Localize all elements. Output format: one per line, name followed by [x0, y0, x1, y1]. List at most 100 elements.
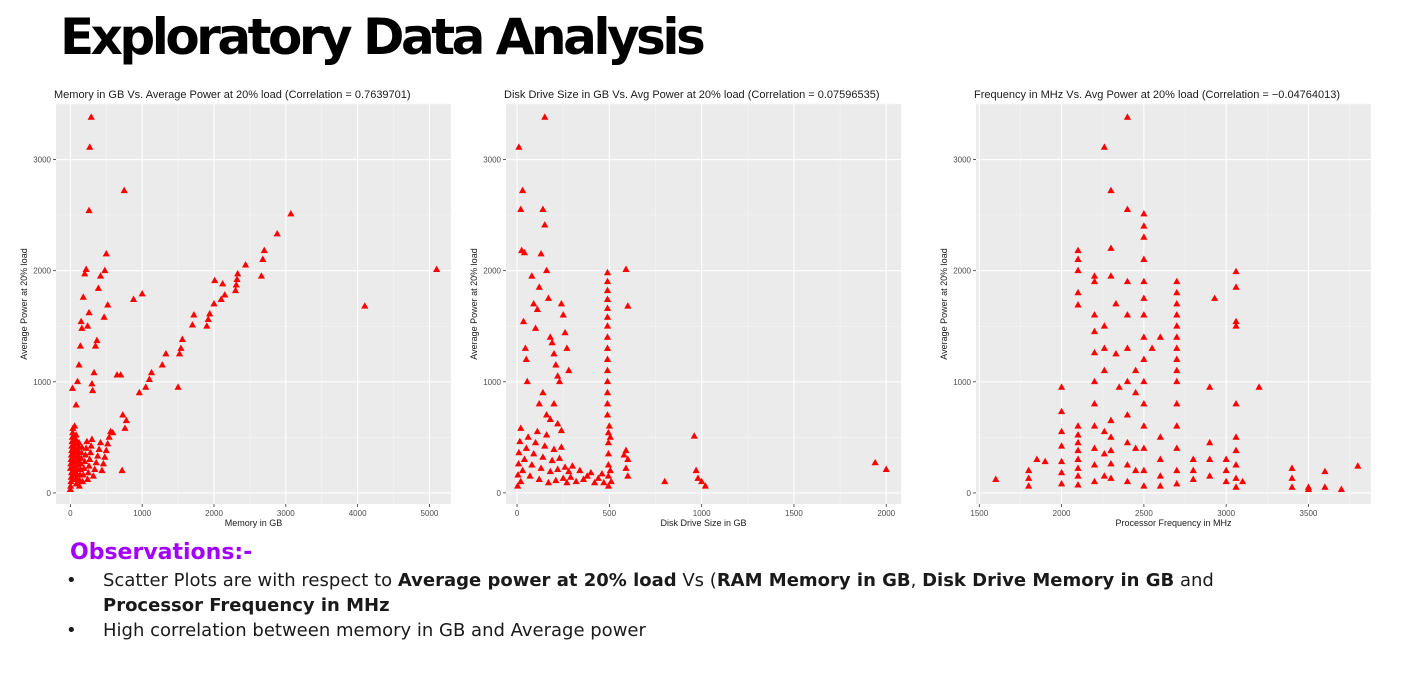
data-point: [68, 433, 76, 440]
data-point: [101, 453, 109, 460]
data-point: [1206, 455, 1214, 462]
data-point: [66, 464, 75, 471]
data-point: [67, 451, 75, 458]
data-point: [190, 311, 198, 318]
data-point: [91, 342, 100, 349]
data-point: [605, 422, 613, 429]
data-point: [78, 477, 87, 485]
data-point: [557, 426, 565, 434]
data-point: [1090, 461, 1099, 468]
data-point: [552, 476, 560, 484]
data-point: [94, 452, 102, 459]
data-point: [1100, 450, 1108, 457]
data-point: [1288, 464, 1296, 471]
data-point: [622, 464, 630, 471]
data-point: [603, 344, 612, 351]
bold-text: Average power at 20% load: [397, 570, 677, 591]
data-point: [204, 315, 212, 322]
data-point: [1173, 333, 1181, 340]
data-point: [554, 372, 562, 379]
data-point: [79, 293, 87, 300]
data-point: [515, 143, 523, 150]
data-point: [138, 290, 146, 297]
data-point: [603, 388, 612, 396]
data-point: [543, 266, 551, 274]
data-point: [77, 317, 85, 325]
data-point: [1140, 444, 1148, 451]
data-point: [104, 301, 112, 308]
data-point: [1156, 482, 1164, 489]
data-point: [1206, 383, 1214, 390]
data-point: [1100, 322, 1108, 329]
data-point: [1173, 444, 1181, 451]
data-point: [1090, 272, 1099, 279]
data-point: [516, 437, 524, 445]
data-point: [89, 472, 97, 479]
data-point: [514, 471, 522, 478]
data-point: [1173, 466, 1181, 474]
observation-item-1: • Scatter Plots are with respect to Aver…: [66, 568, 1214, 618]
scatter-plot-svg: Frequency in MHz Vs. Avg Power at 20% lo…: [939, 89, 1371, 528]
data-point: [1239, 477, 1247, 485]
data-point: [541, 113, 549, 120]
data-point: [583, 472, 591, 479]
data-point: [531, 324, 540, 331]
data-point: [554, 465, 562, 472]
data-point: [1222, 477, 1230, 485]
data-point: [698, 477, 706, 485]
data-point: [520, 248, 529, 256]
data-point: [1112, 350, 1120, 357]
data-point: [557, 300, 565, 307]
data-point: [1173, 480, 1181, 487]
data-point: [1140, 422, 1148, 429]
data-point: [528, 461, 536, 468]
data-point: [104, 440, 112, 447]
data-point: [260, 246, 268, 254]
data-point: [1123, 477, 1132, 485]
data-point: [882, 465, 890, 472]
data-point: [88, 380, 96, 387]
y-tick-label: 0: [47, 489, 52, 498]
data-point: [1025, 466, 1033, 474]
data-point: [86, 143, 94, 150]
data-point: [1090, 422, 1099, 429]
data-point: [563, 344, 571, 351]
data-point: [1057, 383, 1066, 390]
data-point: [100, 313, 108, 320]
data-point: [1354, 462, 1362, 469]
text: High correlation between memory in GB an…: [103, 620, 646, 641]
data-point: [539, 388, 547, 396]
y-tick-label: 1000: [33, 378, 51, 387]
y-tick-label: 2000: [483, 267, 501, 276]
data-point: [77, 454, 85, 461]
data-point: [557, 443, 565, 450]
y-tick-label: 0: [967, 489, 972, 498]
data-point: [1123, 377, 1132, 385]
data-point: [524, 433, 532, 440]
data-point: [1123, 311, 1132, 318]
data-point: [433, 265, 441, 272]
data-point: [99, 460, 107, 467]
data-point: [82, 444, 90, 451]
data-point: [1074, 446, 1082, 454]
data-point: [1140, 277, 1148, 285]
data-point: [83, 437, 91, 445]
data-point: [1090, 348, 1099, 356]
data-point: [118, 466, 126, 474]
data-point: [1100, 143, 1108, 150]
data-point: [121, 424, 129, 431]
data-point: [122, 416, 130, 424]
data-point: [559, 311, 567, 318]
data-point: [535, 400, 543, 407]
data-point: [1140, 400, 1148, 407]
data-point: [1033, 455, 1041, 462]
data-point: [1173, 366, 1181, 374]
data-point: [75, 438, 83, 446]
data-point: [598, 470, 606, 477]
data-point: [607, 477, 615, 485]
data-point: [546, 415, 554, 422]
data-point: [1123, 411, 1132, 418]
data-point: [1074, 455, 1082, 462]
data-point: [1173, 322, 1181, 329]
data-point: [135, 388, 143, 396]
